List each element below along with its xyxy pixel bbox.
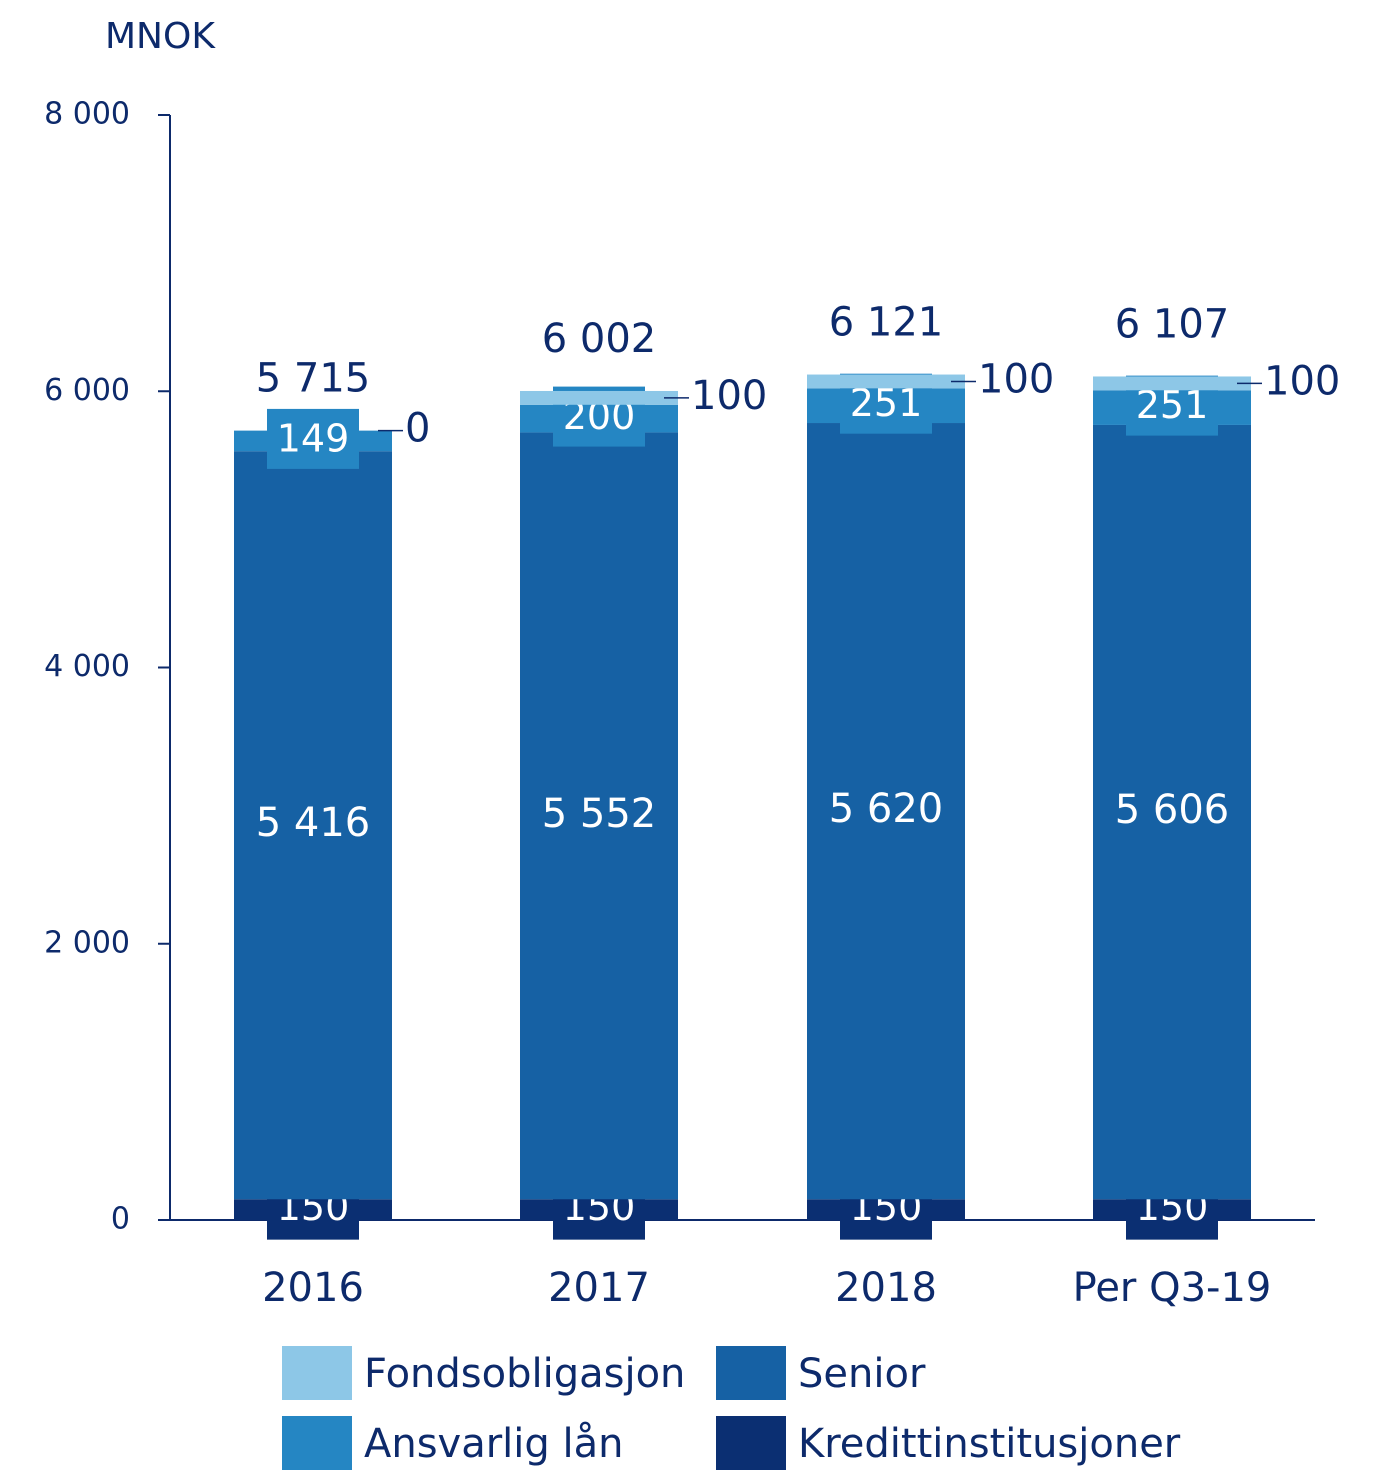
bar-segment — [234, 451, 392, 1200]
y-tick-label: 0 — [111, 1202, 130, 1237]
y-tick-label: 4 000 — [44, 649, 130, 684]
total-label: 6 121 — [829, 300, 944, 346]
bar-segment — [520, 432, 678, 1200]
bar-segment — [1093, 424, 1251, 1200]
y-tick-label: 2 000 — [44, 925, 130, 960]
value-label: 5 552 — [542, 791, 657, 837]
legend-swatch — [282, 1346, 352, 1400]
value-label: 0 — [405, 406, 430, 452]
value-label: 5 606 — [1115, 787, 1230, 833]
y-tick-label: 8 000 — [44, 97, 130, 132]
legend-swatch — [716, 1416, 786, 1470]
total-label: 6 002 — [542, 316, 657, 362]
x-tick-label: 2018 — [835, 1265, 937, 1311]
bar-segment — [520, 390, 678, 405]
legend-label: Senior — [798, 1351, 926, 1397]
bar-segment — [1093, 376, 1251, 391]
bar-segment — [807, 423, 965, 1200]
label-box — [267, 408, 359, 469]
value-label: 5 620 — [829, 786, 944, 832]
value-label: 100 — [1264, 358, 1340, 404]
legend-label: Kredittinstitusjoner — [798, 1421, 1181, 1467]
legend-label: Ansvarlig lån — [364, 1421, 624, 1467]
bar-segment — [807, 374, 965, 389]
legend-swatch — [282, 1416, 352, 1470]
total-label: 5 715 — [256, 356, 371, 402]
value-label: 5 416 — [256, 800, 371, 846]
value-label: 149 — [277, 416, 350, 460]
value-label: 100 — [978, 356, 1054, 402]
value-label: 251 — [1136, 383, 1209, 427]
x-tick-label: 2016 — [262, 1265, 364, 1311]
x-tick-label: 2017 — [548, 1265, 650, 1311]
legend-label: Fondsobligasjon — [364, 1351, 685, 1397]
total-label: 6 107 — [1115, 301, 1230, 347]
legend-swatch — [716, 1346, 786, 1400]
x-tick-label: Per Q3-19 — [1073, 1265, 1272, 1311]
value-label: 251 — [850, 381, 923, 425]
value-label: 100 — [691, 373, 767, 419]
y-axis-label: MNOK — [105, 16, 216, 57]
y-tick-label: 6 000 — [44, 373, 130, 408]
